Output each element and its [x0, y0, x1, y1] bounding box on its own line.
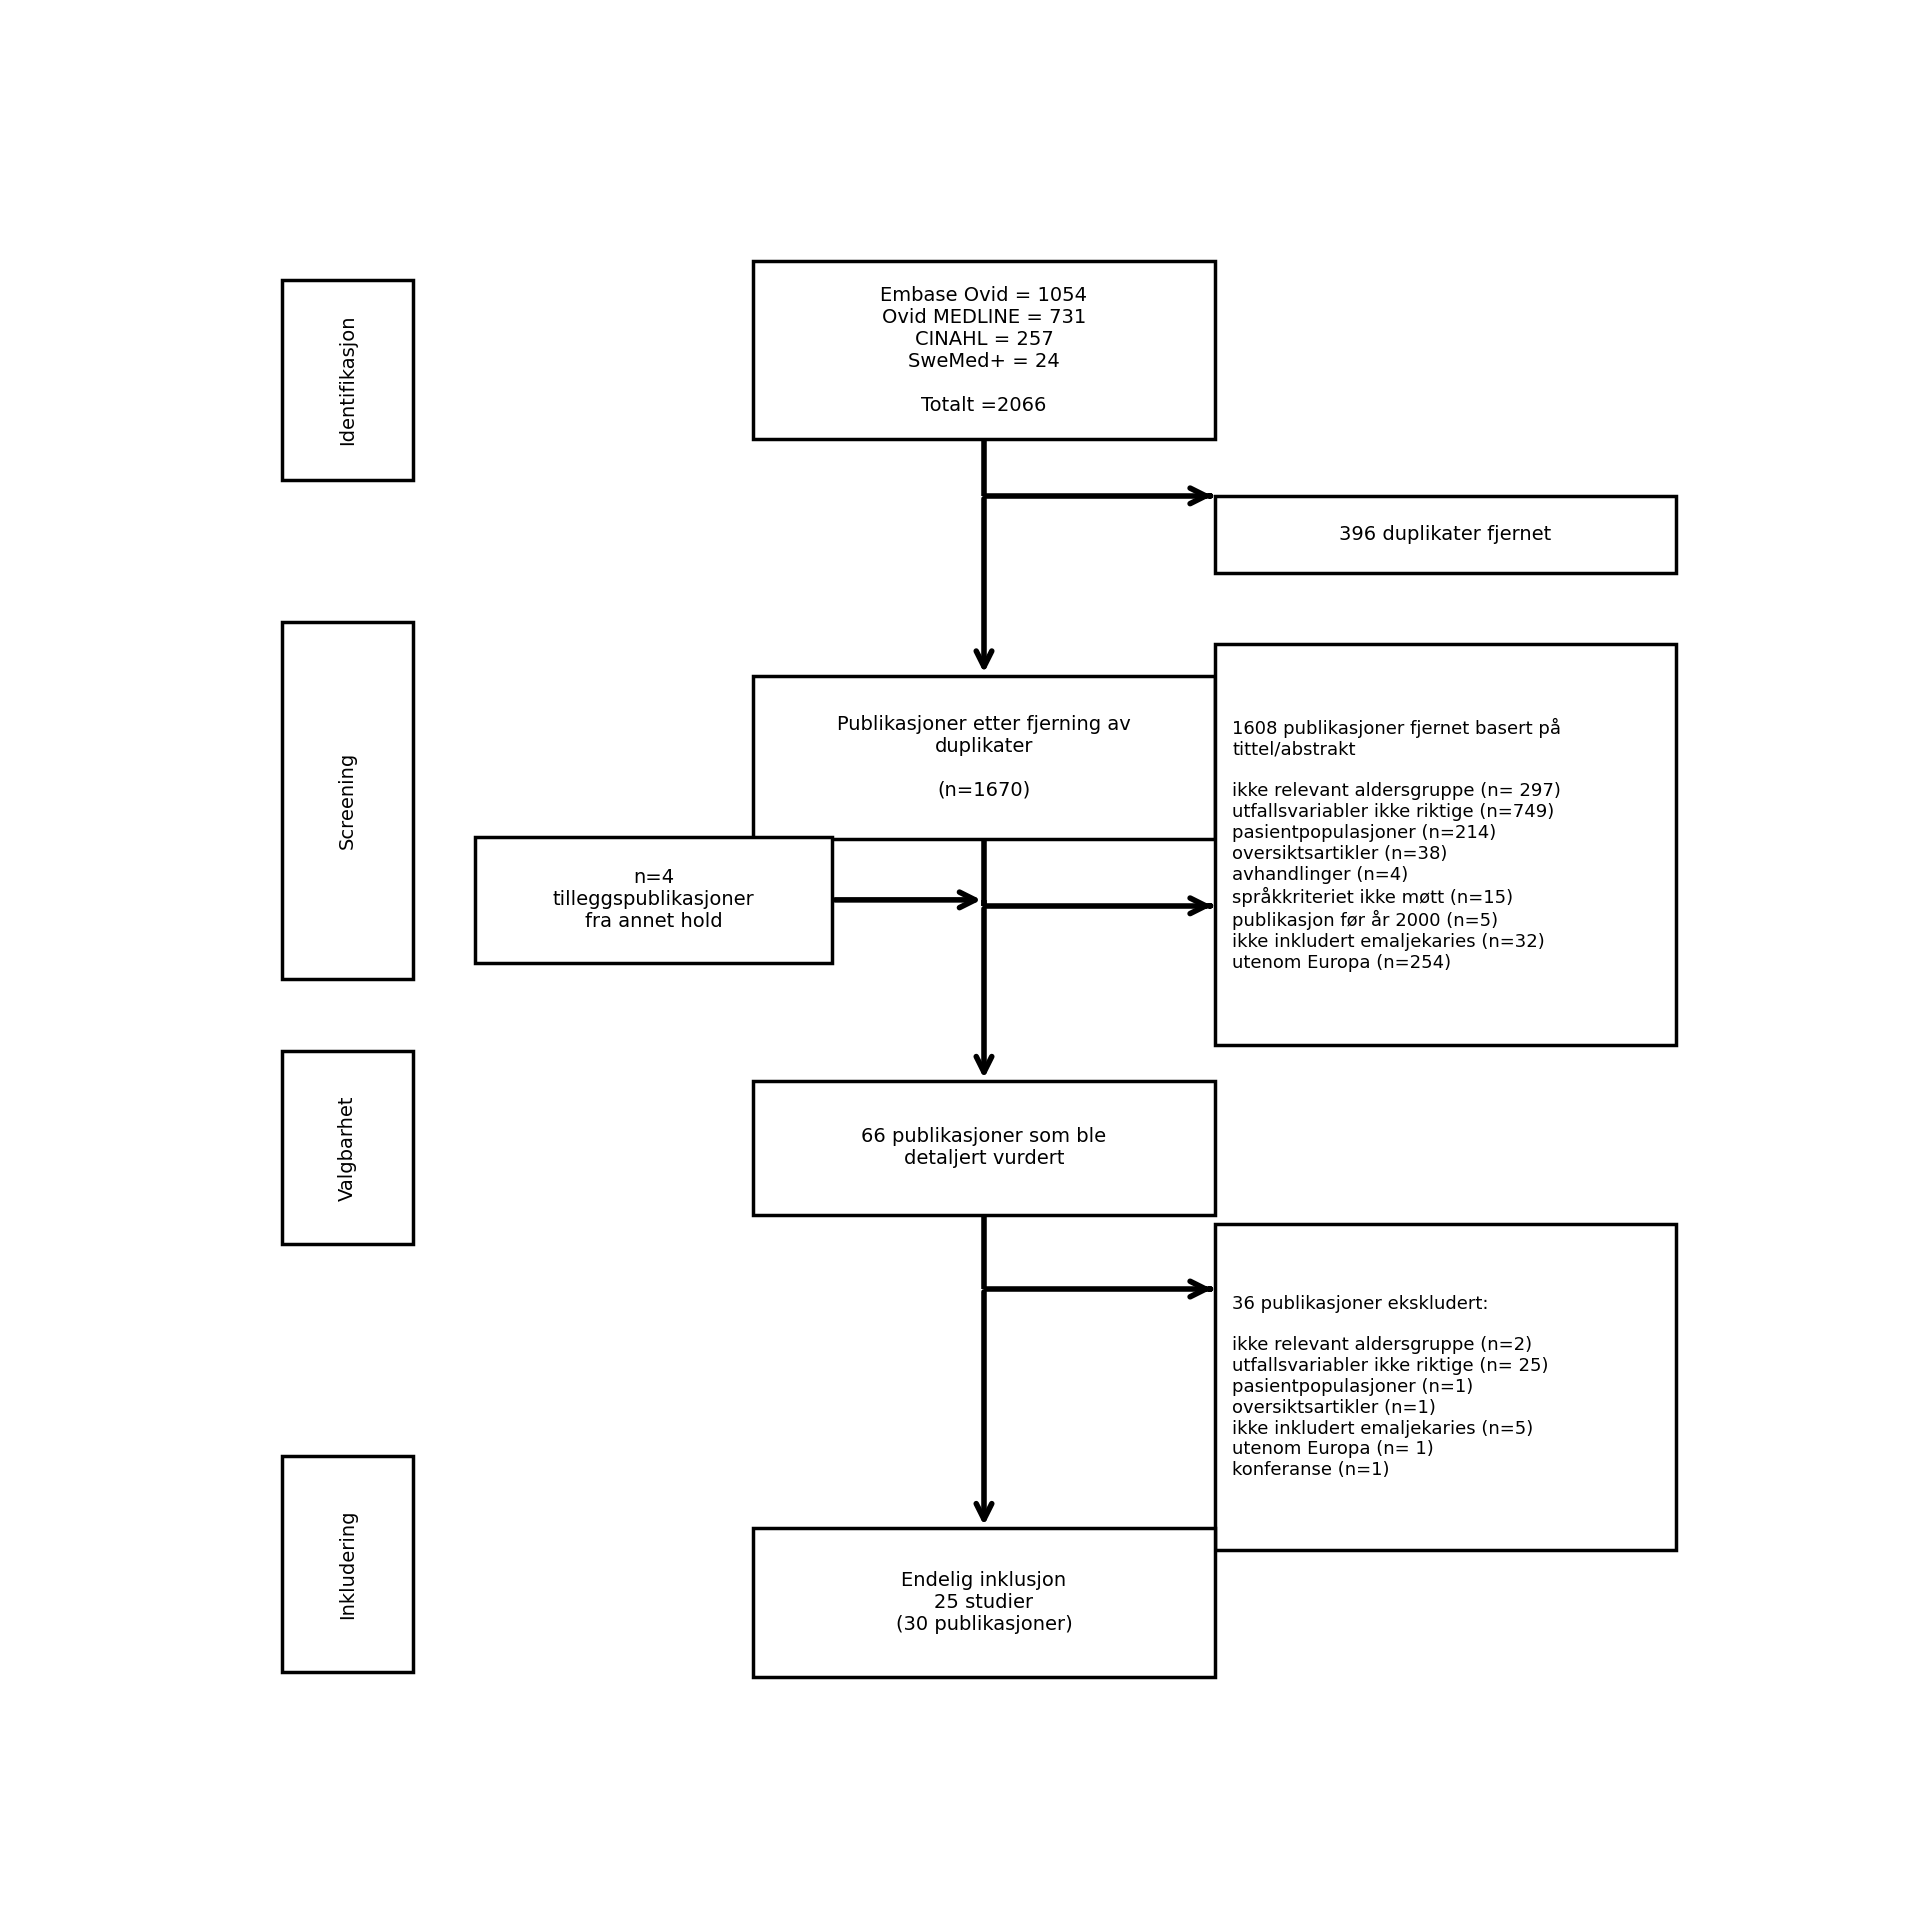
FancyBboxPatch shape — [282, 1456, 413, 1672]
Text: Screening: Screening — [338, 752, 357, 849]
FancyBboxPatch shape — [1215, 1223, 1676, 1551]
Text: Identifikasjon: Identifikasjon — [338, 314, 357, 446]
FancyBboxPatch shape — [282, 623, 413, 978]
Text: Valgbarhet: Valgbarhet — [338, 1096, 357, 1200]
Text: n=4
tilleggspublikasjoner
fra annet hold: n=4 tilleggspublikasjoner fra annet hold — [553, 868, 755, 932]
Text: Publikasjoner etter fjerning av
duplikater

(n=1670): Publikasjoner etter fjerning av duplikat… — [837, 716, 1131, 801]
Text: 66 publikasjoner som ble
detaljert vurdert: 66 publikasjoner som ble detaljert vurde… — [862, 1127, 1106, 1169]
FancyBboxPatch shape — [1215, 496, 1676, 573]
Text: Inkludering: Inkludering — [338, 1508, 357, 1618]
FancyBboxPatch shape — [753, 675, 1215, 839]
FancyBboxPatch shape — [282, 280, 413, 480]
FancyBboxPatch shape — [753, 260, 1215, 440]
Text: Endelig inklusjon
25 studier
(30 publikasjoner): Endelig inklusjon 25 studier (30 publika… — [895, 1570, 1073, 1634]
FancyBboxPatch shape — [282, 1051, 413, 1244]
FancyBboxPatch shape — [474, 837, 831, 963]
Text: 396 duplikater fjernet: 396 duplikater fjernet — [1338, 525, 1551, 544]
Text: Embase Ovid = 1054
Ovid MEDLINE = 731
CINAHL = 257
SweMed+ = 24

Totalt =2066: Embase Ovid = 1054 Ovid MEDLINE = 731 CI… — [881, 285, 1087, 415]
FancyBboxPatch shape — [753, 1528, 1215, 1676]
Text: 36 publikasjoner ekskludert:

ikke relevant aldersgruppe (n=2)
utfallsvariabler : 36 publikasjoner ekskludert: ikke releva… — [1233, 1294, 1549, 1480]
Text: 1608 publikasjoner fjernet basert på
tittel/abstrakt

ikke relevant aldersgruppe: 1608 publikasjoner fjernet basert på tit… — [1233, 718, 1561, 972]
FancyBboxPatch shape — [753, 1080, 1215, 1215]
FancyBboxPatch shape — [1215, 644, 1676, 1046]
